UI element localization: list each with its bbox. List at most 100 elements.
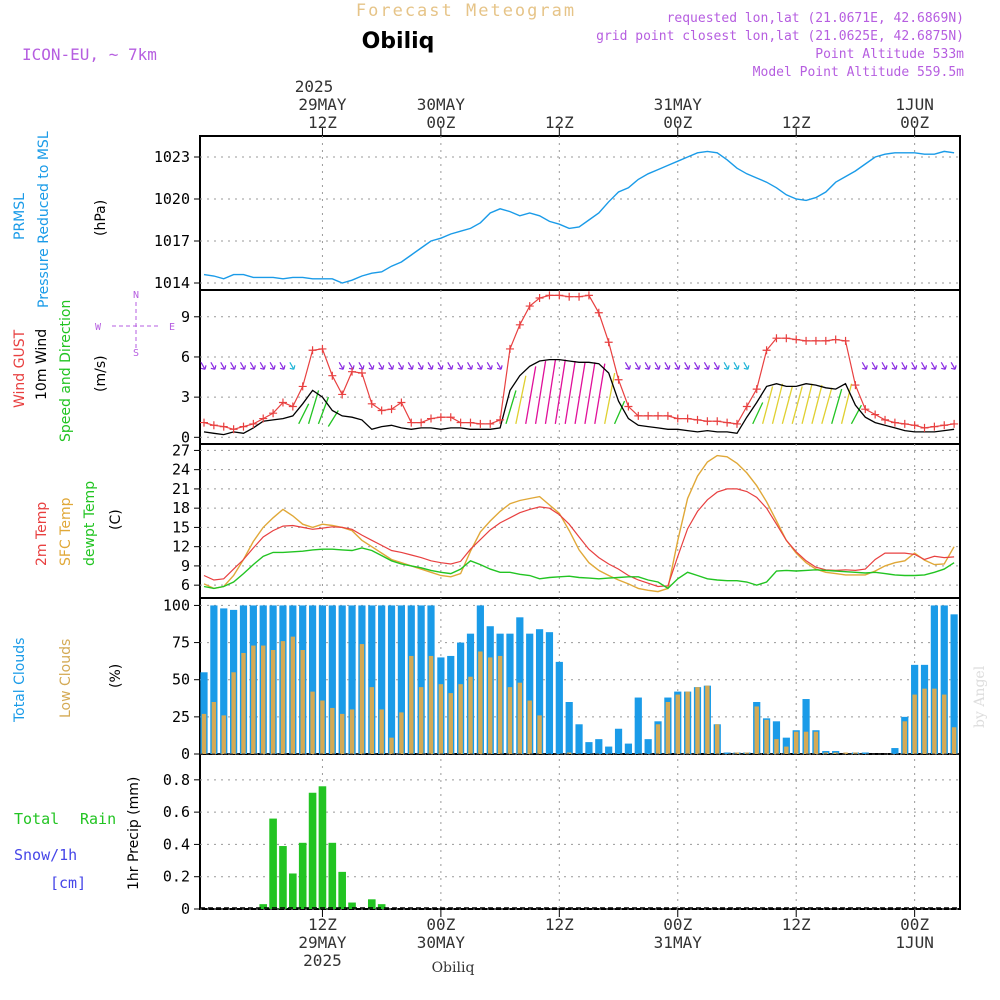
wind-arrow [891, 362, 898, 370]
wind-arrow [368, 362, 375, 370]
wind-arrow [930, 362, 937, 370]
low-cloud-bar [705, 685, 710, 754]
gridpoint-coords: grid point closest lon,lat (21.0625E, 42… [596, 29, 964, 44]
low-cloud-bar [902, 721, 907, 754]
wind-arrow [476, 362, 483, 370]
gust-marker [851, 381, 860, 390]
total-cloud-bar [338, 605, 346, 754]
wind-arrow [239, 362, 247, 370]
bottom-date-label: 1JUN [895, 933, 934, 952]
wind-arrow [417, 362, 424, 370]
gust-marker [505, 344, 514, 353]
wind-arrow [950, 362, 957, 370]
cloud-labels: Total Clouds Low Clouds (%) [12, 638, 124, 723]
model-label: ICON-EU, ~ 7km [22, 45, 157, 64]
total-cloud-bar [387, 605, 396, 754]
wind-streak [525, 366, 537, 424]
wind-arrow [684, 362, 691, 370]
total-cloud-bar [200, 672, 208, 754]
wind-arrow [407, 362, 414, 370]
gust-marker [782, 334, 791, 343]
wind-arrow [457, 362, 464, 370]
y-tick-label: 0.2 [163, 868, 190, 886]
gust-marker [308, 346, 317, 355]
gust-marker [545, 291, 554, 300]
gust-marker [496, 415, 505, 424]
low-cloud-bar [655, 724, 661, 754]
compass-north: N [133, 290, 139, 301]
gust-marker [249, 419, 258, 428]
total-cloud-bar [950, 614, 958, 754]
rain-bar [289, 873, 297, 909]
gust-marker [910, 421, 919, 430]
gust-marker [525, 302, 534, 311]
y-tick-label: 50 [172, 671, 190, 689]
y-tick-label: 1014 [154, 274, 190, 292]
top-date-label: 1JUN [895, 95, 934, 114]
gust-marker [752, 385, 761, 394]
low-cloud-bar [310, 691, 315, 754]
wind-panel-frame [199, 289, 961, 445]
gust-marker [348, 367, 357, 376]
gust-marker [871, 410, 880, 419]
low-cloud-bar [290, 636, 296, 754]
total-cloud-bar [565, 702, 573, 754]
low-clouds-label: Low Clouds [58, 639, 74, 718]
wind-arrow [378, 362, 385, 370]
gust-marker [229, 425, 238, 434]
gust-marker [535, 294, 544, 303]
low-cloud-bar [399, 712, 404, 754]
wind-streak [554, 359, 566, 424]
total-cloud-bar [644, 739, 652, 754]
cloud-bars [200, 605, 960, 755]
wind-label: 10m Wind [34, 329, 50, 400]
rain-label: Rain [80, 810, 116, 828]
y-tick-label: 0.6 [163, 803, 190, 821]
rain-bar [279, 846, 287, 909]
pressure-labels: PRMSL Pressure Reduced to MSL (hPa) [12, 131, 109, 308]
wind-arrow [901, 362, 908, 370]
y-tick-label: 1020 [154, 190, 190, 208]
total-cloud-bar [535, 629, 544, 754]
low-cloud-bar [409, 655, 414, 754]
location-title: Obiliq [362, 29, 435, 54]
grid-lines [194, 128, 960, 917]
total-cloud-bar [220, 608, 228, 754]
low-cloud-bar [507, 687, 513, 754]
y-tick-label: 18 [172, 499, 190, 517]
gust-marker [624, 402, 633, 411]
wind-streak [761, 386, 774, 425]
low-cloud-bar [418, 687, 424, 754]
low-cloud-bar [497, 655, 503, 754]
total-cloud-bar [308, 605, 317, 754]
gust-marker [436, 413, 445, 422]
wind-arrow [624, 362, 631, 370]
gust-marker [920, 423, 929, 432]
y-tick-label: 100 [163, 596, 190, 614]
wind-arrow [289, 362, 296, 370]
wind-arrow [634, 362, 641, 370]
total-cloud-bar [318, 605, 327, 754]
low-cloud-bar [221, 715, 226, 754]
y-tick-label: 1023 [154, 148, 190, 166]
low-cloud-bar [478, 651, 483, 754]
gust-marker [890, 418, 899, 427]
wind-arrow [486, 362, 493, 370]
gust-marker [209, 421, 218, 430]
wind-arrow [743, 362, 750, 370]
total-cloud-bar [368, 605, 376, 754]
wind-arrow [279, 362, 286, 370]
gust-label: Wind GUST [12, 329, 28, 408]
wind-arrow [230, 362, 237, 370]
low-cloud-bar [517, 682, 523, 754]
gust-marker [683, 414, 692, 423]
wind-arrow [644, 362, 651, 370]
low-cloud-bar [527, 700, 532, 754]
low-cloud-bar [843, 752, 848, 754]
rain-bar [338, 871, 346, 909]
wind-arrow [220, 362, 227, 370]
rain-bar [318, 786, 327, 909]
total-cloud-bar [417, 605, 425, 754]
gust-marker [239, 422, 248, 431]
low-cloud-bar [339, 713, 345, 754]
